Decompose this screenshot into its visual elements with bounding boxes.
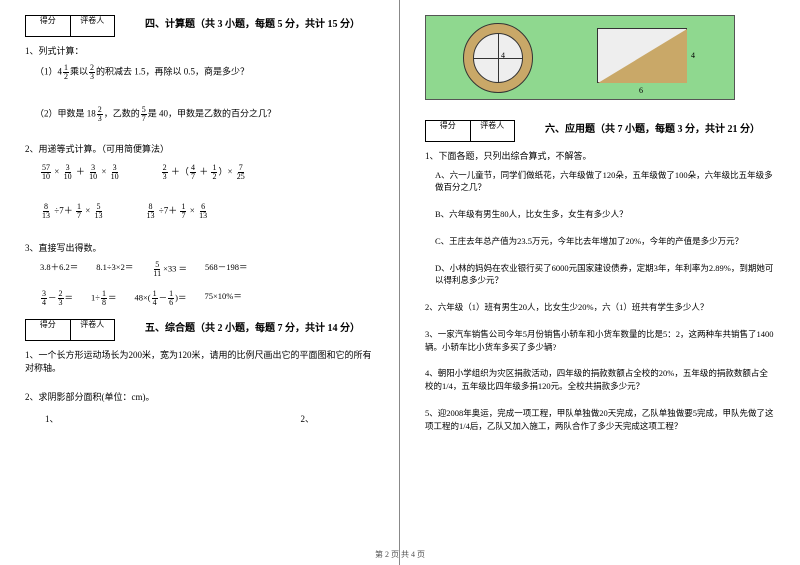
expr: 1÷18＝ [91,290,116,307]
q4-1b: （2）甲数是 1823，乙数的57是 40，甲数是乙数的百分之几？ [35,106,374,123]
q6-1: 1、下面各题，只列出综合算式，不解答。 [425,150,775,164]
grader-label: 评卷人 [71,320,115,340]
expr: 813 ÷7＋ 17 × 613 [145,203,210,220]
q5-2: 2、求阴影部分面积(单位：cm)。 [25,391,374,405]
fraction: 23 [97,106,103,123]
q4-1a: （1）412乘以23的积减去 1.5，再除以 0.5，商是多少？ [35,64,374,81]
section5-title: 五、综合题（共 2 小题，每题 7 分，共计 14 分） [145,319,360,334]
expr: 568－198＝ [205,261,248,278]
num: 2、 [300,412,314,425]
expr: 34－23＝ [40,290,73,307]
direct-row-2: 34－23＝ 1÷18＝ 48×(14－16)＝ 75×10%＝ [40,290,374,307]
q5-1: 1、一个长方形运动场长为200米，宽为120米，请用的比例尺画出它的平面图和它的… [25,349,374,376]
section4-header: 得分 评卷人 四、计算题（共 3 小题，每题 5 分，共计 15 分） [25,15,374,40]
expr: 75×10%＝ [204,290,241,307]
fraction: 12 [63,64,69,81]
q6-4: 4、朝阳小学组织为灾区捐款活动，四年级的捐款数额占全校的20%，五年级的捐款数额… [425,367,775,393]
width-label: 6 [639,86,643,95]
score-box: 得分 评卷人 [25,319,115,341]
page-footer: 第 2 页 共 4 页 [0,549,800,560]
score-label: 得分 [26,16,71,36]
text: 乘以 [70,66,88,76]
text: ，乙数的 [104,108,140,118]
q6-3: 3、一家汽车销售公司今年5月份销售小轿车和小货车数量的比是5：2，这两种车共销售… [425,328,775,354]
calc-row-1: 5710 × 310 ＋ 310 × 310 23 ＋（47 ＋ 12）× 72… [40,164,374,181]
text: 的积减去 1.5，再除以 0.5，商是多少？ [96,66,249,76]
section4-title: 四、计算题（共 3 小题，每题 5 分，共计 15 分） [145,15,360,30]
q6-1c: C、王庄去年总产值为23.5万元，今年比去年增加了20%，今年的产值是多少万元？ [435,235,775,248]
section5-header: 得分 评卷人 五、综合题（共 2 小题，每题 7 分，共计 14 分） [25,319,374,344]
q6-1a: A、六一儿童节，同学们做纸花，六年级做了120朵，五年级做了100朵，六年级比五… [435,169,775,195]
fraction: 57 [141,106,147,123]
q6-2: 2、六年级（1）班有男生20人，比女生少20%，六（1）班共有学生多少人？ [425,301,775,314]
expr: 8.1÷3×2＝ [96,261,133,278]
num: 1、 [45,412,59,425]
height-label: 4 [691,51,695,60]
expr: 48×(14－16)＝ [134,290,186,307]
expr: 813 ÷7＋ 17 × 513 [40,203,105,220]
expr: 3.8＋6.2＝ [40,261,78,278]
ring-shape: 4 [463,23,533,93]
text: （1）4 [35,66,62,76]
text: （2）甲数是 18 [35,108,96,118]
q6-1d: D、小林的妈妈在农业银行买了6000元国家建设债券，定期3年，年利率为2.89%… [435,262,775,288]
geometry-diagram: 4 4 6 [425,15,735,100]
text: 是 40，甲数是乙数的百分之几？ [148,108,276,118]
score-label: 得分 [26,320,71,340]
sub-numbers: 1、 2、 [25,412,374,425]
expr: 511×33 ＝ [151,261,187,278]
expr: 5710 × 310 ＋ 310 × 310 [40,164,121,181]
q4-1: 1、列式计算： [25,45,374,59]
calc-row-2: 813 ÷7＋ 17 × 513 813 ÷7＋ 17 × 613 [40,203,374,220]
right-column: 4 4 6 得分 评卷人 六、应用题（共 7 小题，每题 3 分，共计 21 分… [400,0,800,565]
left-column: 得分 评卷人 四、计算题（共 3 小题，每题 5 分，共计 15 分） 1、列式… [0,0,400,565]
rect-triangle-shape: 4 6 [597,23,697,93]
radius-label: 4 [501,51,505,60]
fraction: 23 [89,64,95,81]
grader-label: 评卷人 [471,121,515,141]
q6-1b: B、六年级有男生80人，比女生多，女生有多少人？ [435,208,775,221]
score-box: 得分 评卷人 [425,120,515,142]
score-box: 得分 评卷人 [25,15,115,37]
q4-2: 2、用递等式计算。（可用简便算法） [25,143,374,157]
section6-title: 六、应用题（共 7 小题，每题 3 分，共计 21 分） [545,120,760,135]
score-label: 得分 [426,121,471,141]
expr: 23 ＋（47 ＋ 12）× 725 [161,164,247,181]
grader-label: 评卷人 [71,16,115,36]
q4-3: 3、直接写出得数。 [25,242,374,256]
direct-row-1: 3.8＋6.2＝ 8.1÷3×2＝ 511×33 ＝ 568－198＝ [40,261,374,278]
section6-header: 得分 评卷人 六、应用题（共 7 小题，每题 3 分，共计 21 分） [425,120,775,145]
q6-5: 5、迎2008年奥运，完成一项工程，甲队单独做20天完成，乙队单独做要5完成，甲… [425,407,775,433]
